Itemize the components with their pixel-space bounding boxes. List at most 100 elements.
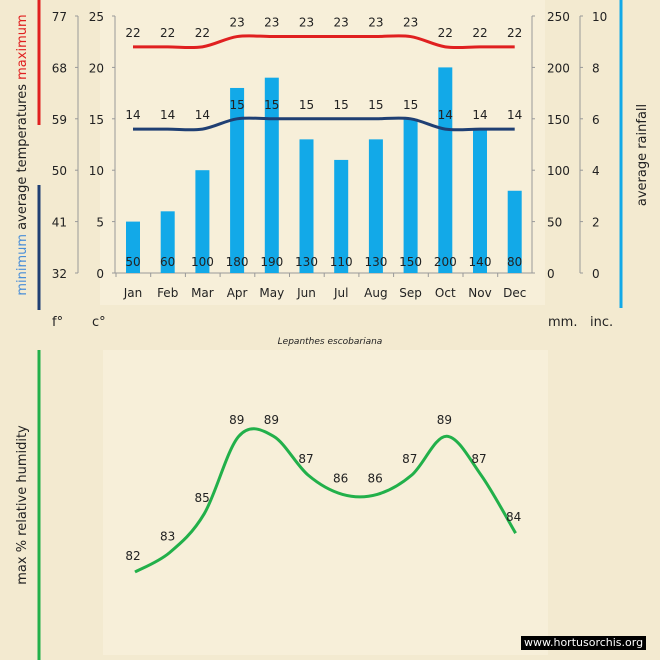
inc-tick-label: 10 [592, 10, 607, 24]
rainfall-label: 180 [226, 255, 249, 269]
rainfall-bar [160, 211, 175, 273]
mm-tick-label: 0 [547, 267, 555, 281]
inc-tick-label: 8 [592, 61, 600, 75]
c-tick-label: 10 [89, 164, 104, 178]
month-label: May [259, 286, 284, 300]
rainfall-label: 140 [469, 255, 492, 269]
month-label: Feb [157, 286, 178, 300]
min-temp-label: 15 [299, 98, 314, 112]
f-tick-label: 32 [52, 267, 67, 281]
f-tick-label: 41 [52, 216, 67, 230]
rainfall-axis-title: average rainfall [635, 104, 650, 206]
c-tick-label: 15 [89, 113, 104, 127]
humidity-label: 87 [471, 452, 486, 466]
max-temp-label: 22 [472, 26, 487, 40]
rainfall-label: 200 [434, 255, 457, 269]
min-temp-label: 14 [472, 108, 487, 122]
humidity-label: 85 [195, 491, 210, 505]
rainfall-bar [299, 139, 314, 273]
f-unit-label: f° [52, 315, 63, 330]
mm-tick-label: 100 [547, 164, 570, 178]
rainfall-label: 130 [364, 255, 387, 269]
temperature-axis-title: minimum average temperatures maximum [15, 14, 30, 295]
mm-unit-label: mm. [548, 315, 577, 330]
max-temp-label: 22 [438, 26, 453, 40]
mm-tick-label: 50 [547, 216, 562, 230]
species-title: Lepanthes escobariana [278, 337, 383, 347]
watermark: www.hortusorchis.org [521, 636, 647, 650]
rainfall-label: 190 [260, 255, 283, 269]
c-tick-label: 20 [89, 61, 104, 75]
max-temp-label: 23 [334, 16, 349, 30]
rainfall-bar [438, 67, 453, 274]
inc-unit-label: inc. [590, 315, 613, 330]
month-label: Mar [191, 286, 214, 300]
rainfall-label: 50 [125, 255, 140, 269]
rainfall-bar [334, 159, 349, 273]
inc-tick-label: 0 [592, 267, 600, 281]
rainfall-bar [368, 139, 383, 273]
rainfall-bar [403, 118, 418, 273]
min-temp-label: 15 [229, 98, 244, 112]
min-temp-label: 14 [160, 108, 175, 122]
max-temp-label: 22 [507, 26, 522, 40]
max-temp-line [133, 34, 515, 50]
humidity-label: 89 [264, 413, 279, 427]
month-label: Jan [123, 286, 143, 300]
humidity-plot-panel [103, 350, 548, 655]
min-temp-label: 14 [438, 108, 453, 122]
mm-tick-label: 150 [547, 113, 570, 127]
max-temp-label: 22 [195, 26, 210, 40]
rainfall-bar [264, 77, 279, 274]
inc-tick-label: 6 [592, 113, 600, 127]
min-temp-label: 15 [264, 98, 279, 112]
month-label: Jun [296, 286, 316, 300]
humidity-axis-title: max % relative humidity [15, 425, 30, 585]
min-temp-label: 15 [403, 98, 418, 112]
rainfall-label: 80 [507, 255, 522, 269]
c-unit-label: c° [92, 315, 106, 330]
humidity-line [134, 427, 517, 574]
c-tick-label: 25 [89, 10, 104, 24]
min-temp-label: 15 [368, 98, 383, 112]
month-label: Apr [227, 286, 248, 300]
c-tick-label: 5 [96, 216, 104, 230]
max-temp-label: 22 [160, 26, 175, 40]
humidity-label: 89 [229, 413, 244, 427]
humidity-label: 83 [160, 530, 175, 544]
rainfall-bar [507, 190, 522, 273]
min-temp-label: 14 [507, 108, 522, 122]
max-temp-label: 23 [264, 16, 279, 30]
min-temp-label: 15 [334, 98, 349, 112]
rainfall-bar [473, 129, 487, 273]
month-label: Aug [364, 286, 387, 300]
max-temp-label: 22 [125, 26, 140, 40]
min-temp-label: 14 [125, 108, 140, 122]
month-label: Oct [435, 286, 456, 300]
month-label: Jul [333, 286, 348, 300]
rainfall-bar [195, 170, 210, 273]
mm-tick-label: 200 [547, 61, 570, 75]
humidity-label: 87 [402, 452, 417, 466]
rainfall-label: 60 [160, 255, 175, 269]
inc-tick-label: 2 [592, 216, 600, 230]
humidity-label: 89 [437, 413, 452, 427]
max-temp-label: 23 [229, 16, 244, 30]
max-temp-label: 23 [403, 16, 418, 30]
f-tick-label: 59 [52, 113, 67, 127]
max-temp-label: 23 [368, 16, 383, 30]
month-label: Sep [399, 286, 422, 300]
rainfall-label: 150 [399, 255, 422, 269]
rainfall-label: 130 [295, 255, 318, 269]
month-label: Dec [503, 286, 526, 300]
humidity-label: 84 [506, 510, 521, 524]
max-temp-label: 23 [299, 16, 314, 30]
humidity-label: 86 [368, 471, 383, 485]
min-temp-line [133, 116, 515, 132]
min-temp-label: 14 [195, 108, 210, 122]
rainfall-label: 100 [191, 255, 214, 269]
mm-tick-label: 250 [547, 10, 570, 24]
f-tick-label: 50 [52, 164, 67, 178]
rainfall-bar [126, 221, 140, 273]
